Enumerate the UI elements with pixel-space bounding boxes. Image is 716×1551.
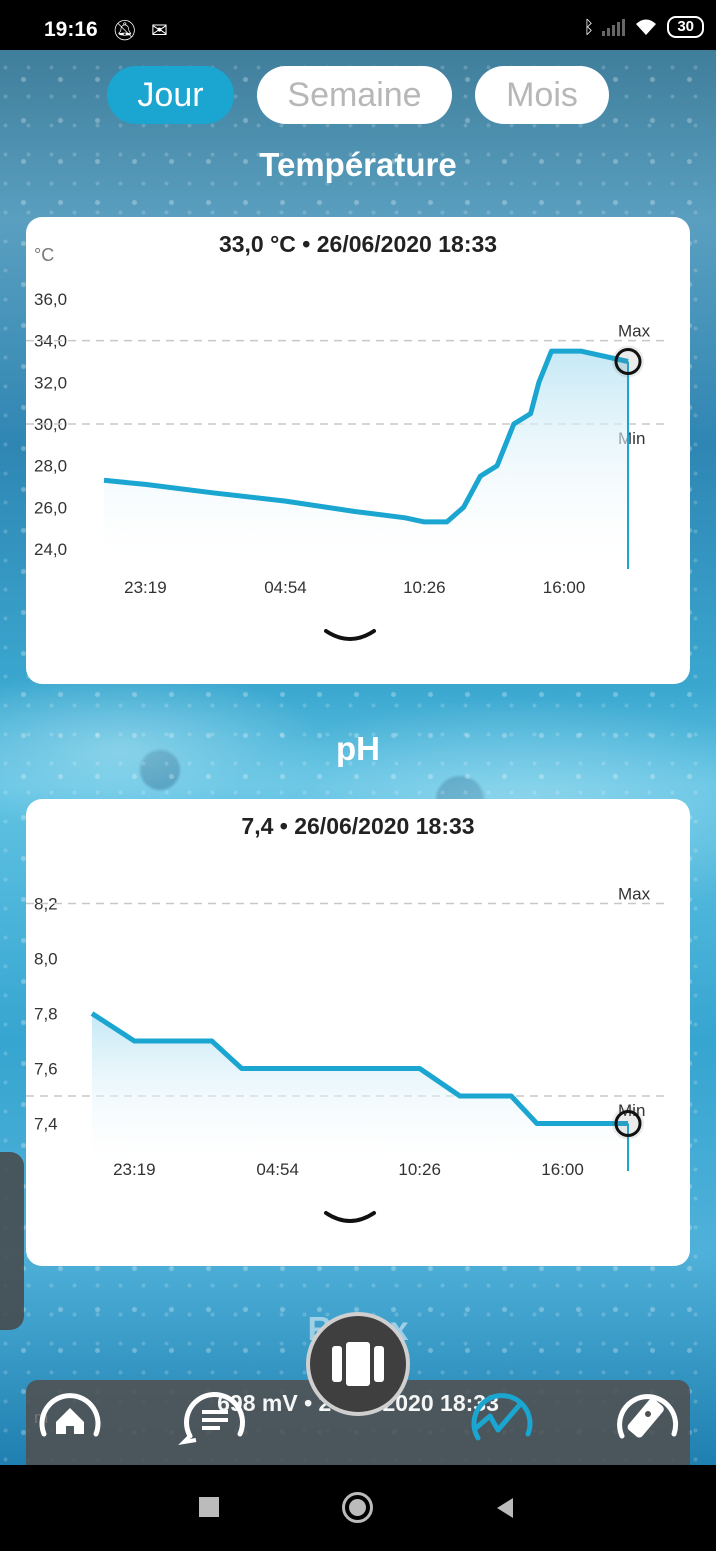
y-tick-label: 36,0 (34, 290, 67, 309)
y-tick-label: 8,0 (34, 950, 58, 969)
battery-indicator: 30 (667, 16, 704, 38)
recents-icon[interactable] (199, 1497, 219, 1517)
current-value-marker (614, 348, 642, 375)
temperature-card[interactable]: 33,0 °C • 26/06/2020 18:33 °C 36,0 34,0 32,… (26, 217, 690, 684)
ph-card[interactable]: 7,4 • 26/06/2020 18:33 8,2 8,0 7,8 7,6 7,4 Ma… (26, 799, 690, 1266)
x-tick-label: 10:26 (398, 1160, 441, 1179)
series-line (103, 348, 629, 525)
y-tick-label: 34,0 (34, 332, 67, 351)
list-icon[interactable] (178, 1386, 250, 1448)
system-nav-bar (0, 1465, 716, 1551)
home-system-icon[interactable] (342, 1492, 373, 1523)
bluetooth-icon: ᛒ (583, 16, 595, 37)
x-tick-label: 16:00 (543, 578, 586, 597)
x-tick-label: 16:00 (541, 1160, 584, 1179)
status-bar: 19:16 🔕︎ ✉ ᛒ 30 (0, 0, 716, 50)
temperature-chart: °C36,034,032,030,028,026,024,0MaxMin23:1… (26, 245, 666, 597)
wifi-icon (636, 19, 657, 35)
status-time: 19:16 (44, 18, 98, 41)
max-label: Max (618, 322, 651, 341)
current-value-marker (614, 1110, 642, 1137)
tab-week[interactable]: Semaine (257, 66, 452, 124)
y-unit-label: °C (34, 245, 54, 265)
back-icon[interactable] (493, 1496, 517, 1520)
y-tick-label: 28,0 (34, 457, 67, 476)
x-tick-label: 04:54 (264, 578, 307, 597)
expand-chevron-icon[interactable] (322, 625, 378, 651)
ph-current-reading: 7,4 • 26/06/2020 18:33 (241, 813, 475, 839)
series-line (90, 1011, 628, 1126)
device-button[interactable] (306, 1312, 410, 1416)
max-label: Max (618, 885, 651, 904)
x-tick-label: 23:19 (124, 578, 167, 597)
temperature-title: Température (259, 146, 457, 183)
mail-icon: ✉ (150, 20, 168, 42)
chart-icon[interactable] (466, 1386, 538, 1448)
y-tick-label: 24,0 (34, 540, 67, 559)
home-icon[interactable] (34, 1386, 106, 1448)
y-tick-label: 7,8 (34, 1005, 58, 1024)
mute-bell-icon: 🔕︎ (112, 20, 138, 42)
series-area (104, 351, 628, 557)
signal-icon (602, 18, 626, 36)
period-tabs: Jour Semaine Mois (0, 66, 716, 124)
tab-day[interactable]: Jour (107, 66, 234, 124)
device-icon (332, 1342, 384, 1386)
temperature-current-reading: 33,0 °C • 26/06/2020 18:33 (218, 231, 498, 257)
y-tick-label: 7,6 (34, 1060, 58, 1079)
y-tick-label: 26,0 (34, 498, 67, 517)
y-tick-label: 7,4 (34, 1115, 58, 1134)
y-tick-label: 30,0 (34, 415, 67, 434)
y-tick-label: 32,0 (34, 373, 67, 392)
x-tick-label: 10:26 (403, 578, 446, 597)
series-area (92, 1013, 628, 1159)
expand-chevron-icon[interactable] (322, 1207, 378, 1233)
x-tick-label: 23:19 (113, 1160, 156, 1179)
x-tick-label: 04:54 (256, 1160, 299, 1179)
ph-chart: 8,28,07,87,67,4MaxMin23:1904:5410:2616:0… (26, 885, 666, 1179)
ph-title: pH (336, 730, 380, 767)
tab-month[interactable]: Mois (475, 66, 609, 124)
side-drawer-handle[interactable] (0, 1152, 24, 1330)
remote-icon[interactable] (612, 1386, 684, 1448)
